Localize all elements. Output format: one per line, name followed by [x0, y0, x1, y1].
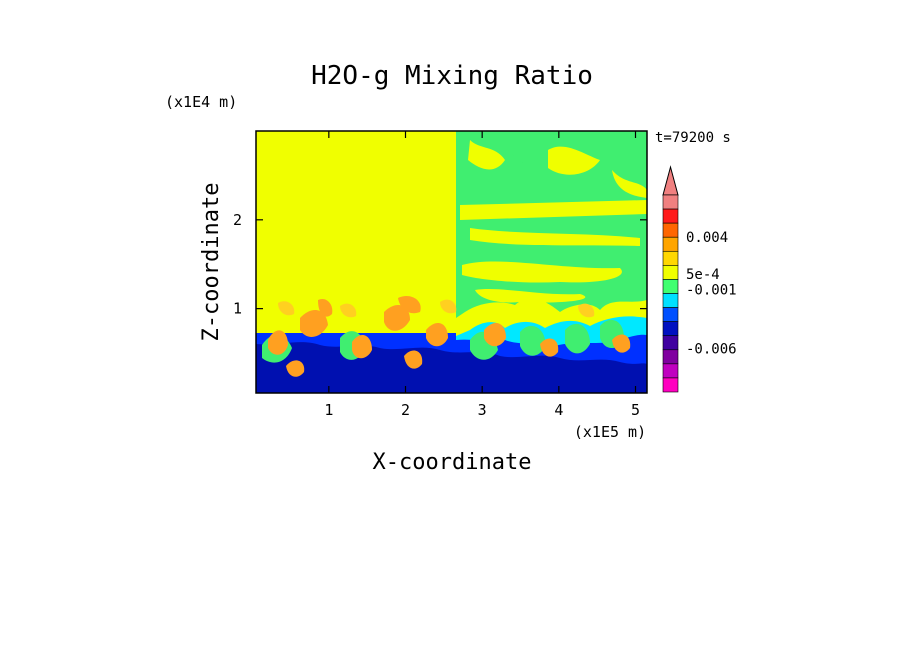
colorbar-segment — [662, 194, 679, 210]
plot-frame — [255, 130, 648, 394]
x-axis-title: X-coordinate — [373, 450, 532, 475]
y-axis-title: Z-coordinate — [199, 183, 224, 342]
colorbar-segment — [662, 363, 679, 379]
x-unit-label: (x1E5 m) — [574, 423, 646, 441]
x-tick-label: 5 — [631, 401, 640, 419]
y-unit-label: (x1E4 m) — [165, 93, 237, 111]
y-axis-ticks: 12 — [233, 211, 647, 318]
field-gold-plumes — [278, 299, 595, 318]
heatmap-field — [256, 131, 647, 393]
colorbar-label: 0.004 — [686, 230, 728, 246]
colorbar-segment — [662, 321, 679, 337]
colorbar-segment — [662, 250, 679, 266]
colorbar-segment — [662, 293, 679, 308]
colorbar-segment — [662, 307, 679, 322]
colorbar-label: -0.001 — [686, 282, 737, 298]
colorbar: 0.004 5e-4-0.001 -0.006 — [662, 165, 737, 393]
colorbar-segment — [662, 279, 679, 294]
colorbar-segment — [662, 208, 679, 224]
colorbar-label: -0.006 — [686, 341, 737, 357]
time-label: t=79200 s — [655, 130, 731, 146]
field-green-top-patches — [507, 131, 631, 164]
y-tick-label: 1 — [233, 300, 242, 318]
x-tick-label: 3 — [478, 401, 487, 419]
colorbar-segment — [662, 222, 679, 238]
field-orange-plumes — [268, 295, 631, 377]
colorbar-segment — [662, 236, 679, 252]
colorbar-segment — [662, 265, 679, 280]
colorbar-segment — [662, 335, 679, 351]
field-yellow-streaks — [460, 140, 647, 303]
x-tick-label: 4 — [554, 401, 563, 419]
colorbar-segment — [662, 349, 679, 365]
colorbar-label: 5e-4 — [686, 267, 720, 283]
x-tick-label: 1 — [324, 401, 333, 419]
chart-title: H2O-g Mixing Ratio — [311, 61, 593, 91]
x-tick-label: 2 — [401, 401, 410, 419]
x-axis-ticks: 1 2 3 4 5 — [324, 131, 640, 419]
colorbar-segment — [662, 377, 679, 393]
y-tick-label: 2 — [233, 211, 242, 229]
colorbar-arrow — [662, 165, 679, 196]
